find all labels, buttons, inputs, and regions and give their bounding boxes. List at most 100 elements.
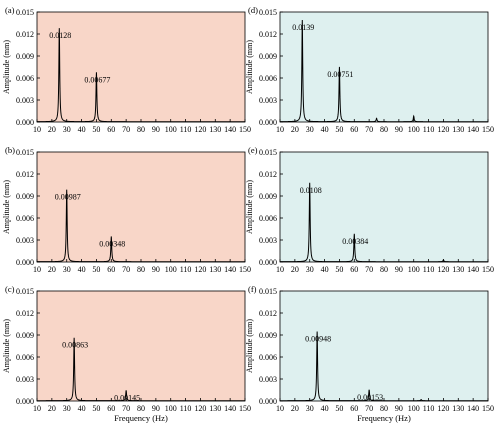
x-tick-label: 40 (321, 265, 329, 274)
y-tick-label: 0.000 (16, 258, 34, 267)
x-tick-label: 110 (180, 265, 192, 274)
x-tick-label: 70 (122, 125, 130, 134)
x-tick-label: 40 (78, 404, 86, 413)
y-tick-label: 0.009 (259, 52, 277, 61)
y-tick-label: 0.015 (259, 8, 277, 17)
x-tick-label: 60 (350, 125, 358, 134)
plot-background (37, 291, 245, 401)
x-tick-label: 100 (408, 265, 420, 274)
plot-background (37, 12, 245, 122)
x-tick-label: 150 (239, 404, 251, 413)
x-tick-label: 140 (224, 265, 236, 274)
peak-value-label: 0.00863 (62, 341, 88, 350)
x-tick-label: 120 (194, 404, 206, 413)
x-tick-label: 50 (92, 404, 100, 413)
peak-value-label: 0.00677 (84, 75, 110, 84)
x-tick-label: 30 (306, 125, 314, 134)
peak-value-label: 0.00948 (305, 334, 331, 343)
x-tick-label: 100 (408, 125, 420, 134)
peak-value-label: 0.0128 (49, 31, 71, 40)
peak-value-label: 0.00145 (114, 393, 140, 402)
x-tick-label: 60 (350, 404, 358, 413)
y-tick-label: 0.006 (259, 353, 277, 362)
x-tick-label: 30 (63, 265, 71, 274)
chart-panel-b: 10 20 30 40 50 60 70 80 90 100 110 120 130 140 150 0.00… (2, 145, 251, 274)
x-tick-label: 130 (452, 404, 464, 413)
y-tick-label: 0.006 (16, 214, 34, 223)
y-tick-label: 0.015 (16, 8, 34, 17)
x-tick-label: 150 (482, 265, 494, 274)
x-tick-label: 60 (107, 125, 115, 134)
x-tick-label: 20 (48, 404, 56, 413)
x-tick-label: 60 (107, 265, 115, 274)
x-tick-label: 10 (33, 125, 41, 134)
plot-background (37, 152, 245, 262)
y-tick-label: 0.003 (259, 96, 277, 105)
chart-panel-e: 10 20 30 40 50 60 70 80 90 100 110 120 130 140 150 0.00… (245, 145, 494, 274)
x-tick-label: 120 (437, 125, 449, 134)
panel-label: (f) (248, 284, 257, 294)
x-tick-label: 90 (152, 125, 160, 134)
y-tick-label: 0.003 (16, 375, 34, 384)
y-tick-label: 0.003 (16, 96, 34, 105)
x-tick-label: 10 (276, 265, 284, 274)
y-tick-label: 0.009 (259, 192, 277, 201)
x-tick-label: 140 (224, 125, 236, 134)
x-tick-label: 20 (291, 265, 299, 274)
y-tick-label: 0.006 (259, 74, 277, 83)
y-tick-label: 0.003 (259, 375, 277, 384)
x-tick-label: 120 (194, 125, 206, 134)
y-tick-label: 0.012 (16, 30, 34, 39)
plot-background (280, 12, 488, 122)
y-tick-label: 0.012 (16, 309, 34, 318)
y-axis-label: Amplitude (mm) (2, 180, 11, 234)
x-tick-label: 20 (291, 125, 299, 134)
y-axis-label: Amplitude (mm) (2, 40, 11, 94)
y-axis-label: Amplitude (mm) (2, 319, 11, 373)
x-tick-label: 80 (137, 265, 145, 274)
x-tick-label: 140 (467, 404, 479, 413)
x-tick-label: 130 (452, 125, 464, 134)
y-axis-label: Amplitude (mm) (245, 40, 254, 94)
x-tick-label: 130 (209, 265, 221, 274)
x-tick-label: 80 (137, 404, 145, 413)
x-tick-label: 20 (48, 265, 56, 274)
x-tick-label: 140 (467, 265, 479, 274)
x-tick-label: 110 (180, 404, 192, 413)
y-tick-label: 0.000 (259, 397, 277, 406)
x-tick-label: 30 (63, 404, 71, 413)
x-tick-label: 30 (63, 125, 71, 134)
x-tick-label: 30 (306, 265, 314, 274)
x-tick-label: 130 (452, 265, 464, 274)
y-tick-label: 0.012 (259, 170, 277, 179)
x-tick-label: 110 (423, 404, 435, 413)
x-tick-label: 80 (380, 404, 388, 413)
peak-value-label: 0.00384 (342, 237, 368, 246)
x-tick-label: 110 (423, 265, 435, 274)
chart-panel-c: 10 20 30 40 50 60 70 80 90 100 110 120 130 140 150 0.00… (2, 284, 251, 423)
y-tick-label: 0.015 (16, 287, 34, 296)
x-axis-label: Frequency (Hz) (357, 413, 411, 423)
x-tick-label: 40 (78, 125, 86, 134)
x-tick-label: 150 (482, 125, 494, 134)
x-tick-label: 10 (33, 265, 41, 274)
peak-value-label: 0.00751 (327, 70, 353, 79)
x-tick-label: 120 (437, 404, 449, 413)
y-tick-label: 0.012 (259, 30, 277, 39)
x-tick-label: 70 (122, 265, 130, 274)
y-tick-label: 0.015 (16, 148, 34, 157)
peak-value-label: 0.00987 (55, 193, 81, 202)
y-tick-label: 0.006 (259, 214, 277, 223)
y-tick-label: 0.000 (259, 118, 277, 127)
y-tick-label: 0.003 (259, 236, 277, 245)
x-tick-label: 110 (423, 125, 435, 134)
y-tick-label: 0.000 (16, 118, 34, 127)
x-tick-label: 100 (165, 404, 177, 413)
panel-label: (d) (248, 5, 258, 15)
y-tick-label: 0.015 (259, 148, 277, 157)
x-tick-label: 150 (239, 265, 251, 274)
x-tick-label: 40 (321, 404, 329, 413)
x-tick-label: 40 (78, 265, 86, 274)
y-tick-label: 0.009 (259, 331, 277, 340)
